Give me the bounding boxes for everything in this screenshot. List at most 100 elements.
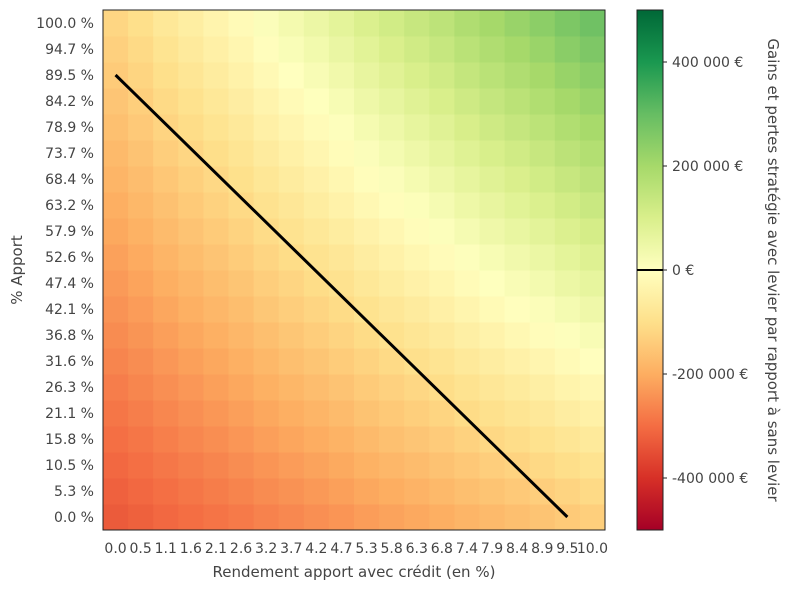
- heatmap-cell: [178, 88, 204, 115]
- heatmap-cell: [178, 270, 204, 297]
- heatmap-cell: [429, 270, 455, 297]
- y-tick-label: 63.2 %: [45, 198, 94, 214]
- x-tick-label: 8.9: [531, 541, 553, 557]
- colorbar-tick-label: -200 000 €: [672, 367, 748, 383]
- heatmap-cell: [404, 400, 430, 427]
- heatmap-cell: [278, 10, 305, 37]
- heatmap-cell: [278, 348, 305, 375]
- y-tick-label: 52.6 %: [45, 250, 94, 266]
- heatmap-cell: [554, 88, 581, 115]
- heatmap-cell: [404, 192, 430, 219]
- heatmap-cell: [454, 270, 480, 297]
- heatmap-cell: [328, 88, 355, 115]
- heatmap-cell: [554, 244, 581, 271]
- heatmap-cell: [579, 374, 606, 401]
- heatmap-cell: [504, 36, 531, 63]
- heatmap-cell: [404, 478, 430, 505]
- heatmap-cell: [203, 374, 229, 401]
- heatmap-cell: [454, 322, 480, 349]
- heatmap-cell: [579, 36, 606, 63]
- heatmap-cell: [278, 478, 305, 505]
- heatmap-cell: [228, 88, 255, 115]
- heatmap-cell: [354, 244, 380, 271]
- heatmap-cell: [253, 140, 280, 167]
- heatmap-cell: [579, 166, 606, 193]
- heatmap-cell: [228, 36, 255, 63]
- heatmap-cell: [554, 270, 581, 297]
- heatmap-cell: [529, 270, 556, 297]
- heatmap-cell: [128, 244, 154, 271]
- heatmap-cell: [479, 192, 506, 219]
- heatmap-cell: [103, 426, 129, 453]
- heatmap-cell: [454, 400, 480, 427]
- heatmap-cell: [404, 296, 430, 323]
- heatmap-cell: [153, 270, 179, 297]
- heatmap-cell: [379, 374, 405, 401]
- heatmap-cell: [253, 322, 280, 349]
- heatmap-cell: [479, 504, 506, 531]
- heatmap-cell: [328, 374, 355, 401]
- heatmap-cell: [278, 36, 305, 63]
- heatmap-cell: [354, 114, 380, 141]
- heatmap-cell: [454, 166, 480, 193]
- heatmap-cell: [504, 400, 531, 427]
- heatmap-cell: [454, 348, 480, 375]
- heatmap-cell: [504, 62, 531, 89]
- heatmap-cell: [379, 166, 405, 193]
- heatmap-cell: [354, 478, 380, 505]
- heatmap-cell: [379, 504, 405, 531]
- heatmap-cell: [228, 140, 255, 167]
- heatmap-cell: [529, 348, 556, 375]
- heatmap-cell: [429, 322, 455, 349]
- heatmap-cell: [153, 426, 179, 453]
- heatmap-cell: [454, 88, 480, 115]
- heatmap-cell: [228, 478, 255, 505]
- heatmap-cell: [429, 36, 455, 63]
- heatmap-cell: [404, 452, 430, 479]
- heatmap-cell: [128, 478, 154, 505]
- heatmap-cell: [529, 10, 556, 37]
- heatmap-cell: [153, 322, 179, 349]
- heatmap-cell: [303, 10, 330, 37]
- heatmap-cell: [404, 426, 430, 453]
- heatmap-cell: [178, 140, 204, 167]
- heatmap-cell: [278, 504, 305, 531]
- heatmap-cell: [454, 62, 480, 89]
- heatmap-cell: [429, 10, 455, 37]
- heatmap-cell: [328, 218, 355, 245]
- heatmap-cell: [253, 88, 280, 115]
- heatmap-cell: [379, 296, 405, 323]
- x-tick-label: 8.4: [506, 541, 528, 557]
- heatmap-cell: [103, 452, 129, 479]
- heatmap-cell: [228, 296, 255, 323]
- heatmap-cell: [153, 374, 179, 401]
- heatmap-cell: [429, 426, 455, 453]
- y-tick-label: 73.7 %: [45, 146, 94, 162]
- heatmap-cell: [203, 88, 229, 115]
- heatmap-cell: [579, 452, 606, 479]
- y-tick-label: 42.1 %: [45, 302, 94, 318]
- heatmap-cell: [253, 426, 280, 453]
- heatmap-cell: [303, 296, 330, 323]
- heatmap-cell: [303, 400, 330, 427]
- heatmap-cell: [354, 452, 380, 479]
- heatmap-cell: [303, 244, 330, 271]
- heatmap-cell: [479, 10, 506, 37]
- heatmap-cell: [429, 452, 455, 479]
- heatmap-cell: [228, 452, 255, 479]
- heatmap-cell: [554, 400, 581, 427]
- heatmap-cell: [479, 478, 506, 505]
- heatmap-cell: [479, 88, 506, 115]
- x-tick-label: 1.1: [155, 541, 177, 557]
- heatmap-cell: [554, 62, 581, 89]
- heatmap-cell: [178, 478, 204, 505]
- heatmap-cell: [379, 244, 405, 271]
- heatmap-cell: [454, 218, 480, 245]
- heatmap-cell: [429, 504, 455, 531]
- heatmap-cell: [579, 348, 606, 375]
- heatmap-cell: [153, 348, 179, 375]
- heatmap-cell: [504, 374, 531, 401]
- heatmap-cell: [253, 400, 280, 427]
- heatmap-cell: [379, 348, 405, 375]
- heatmap-cell: [178, 166, 204, 193]
